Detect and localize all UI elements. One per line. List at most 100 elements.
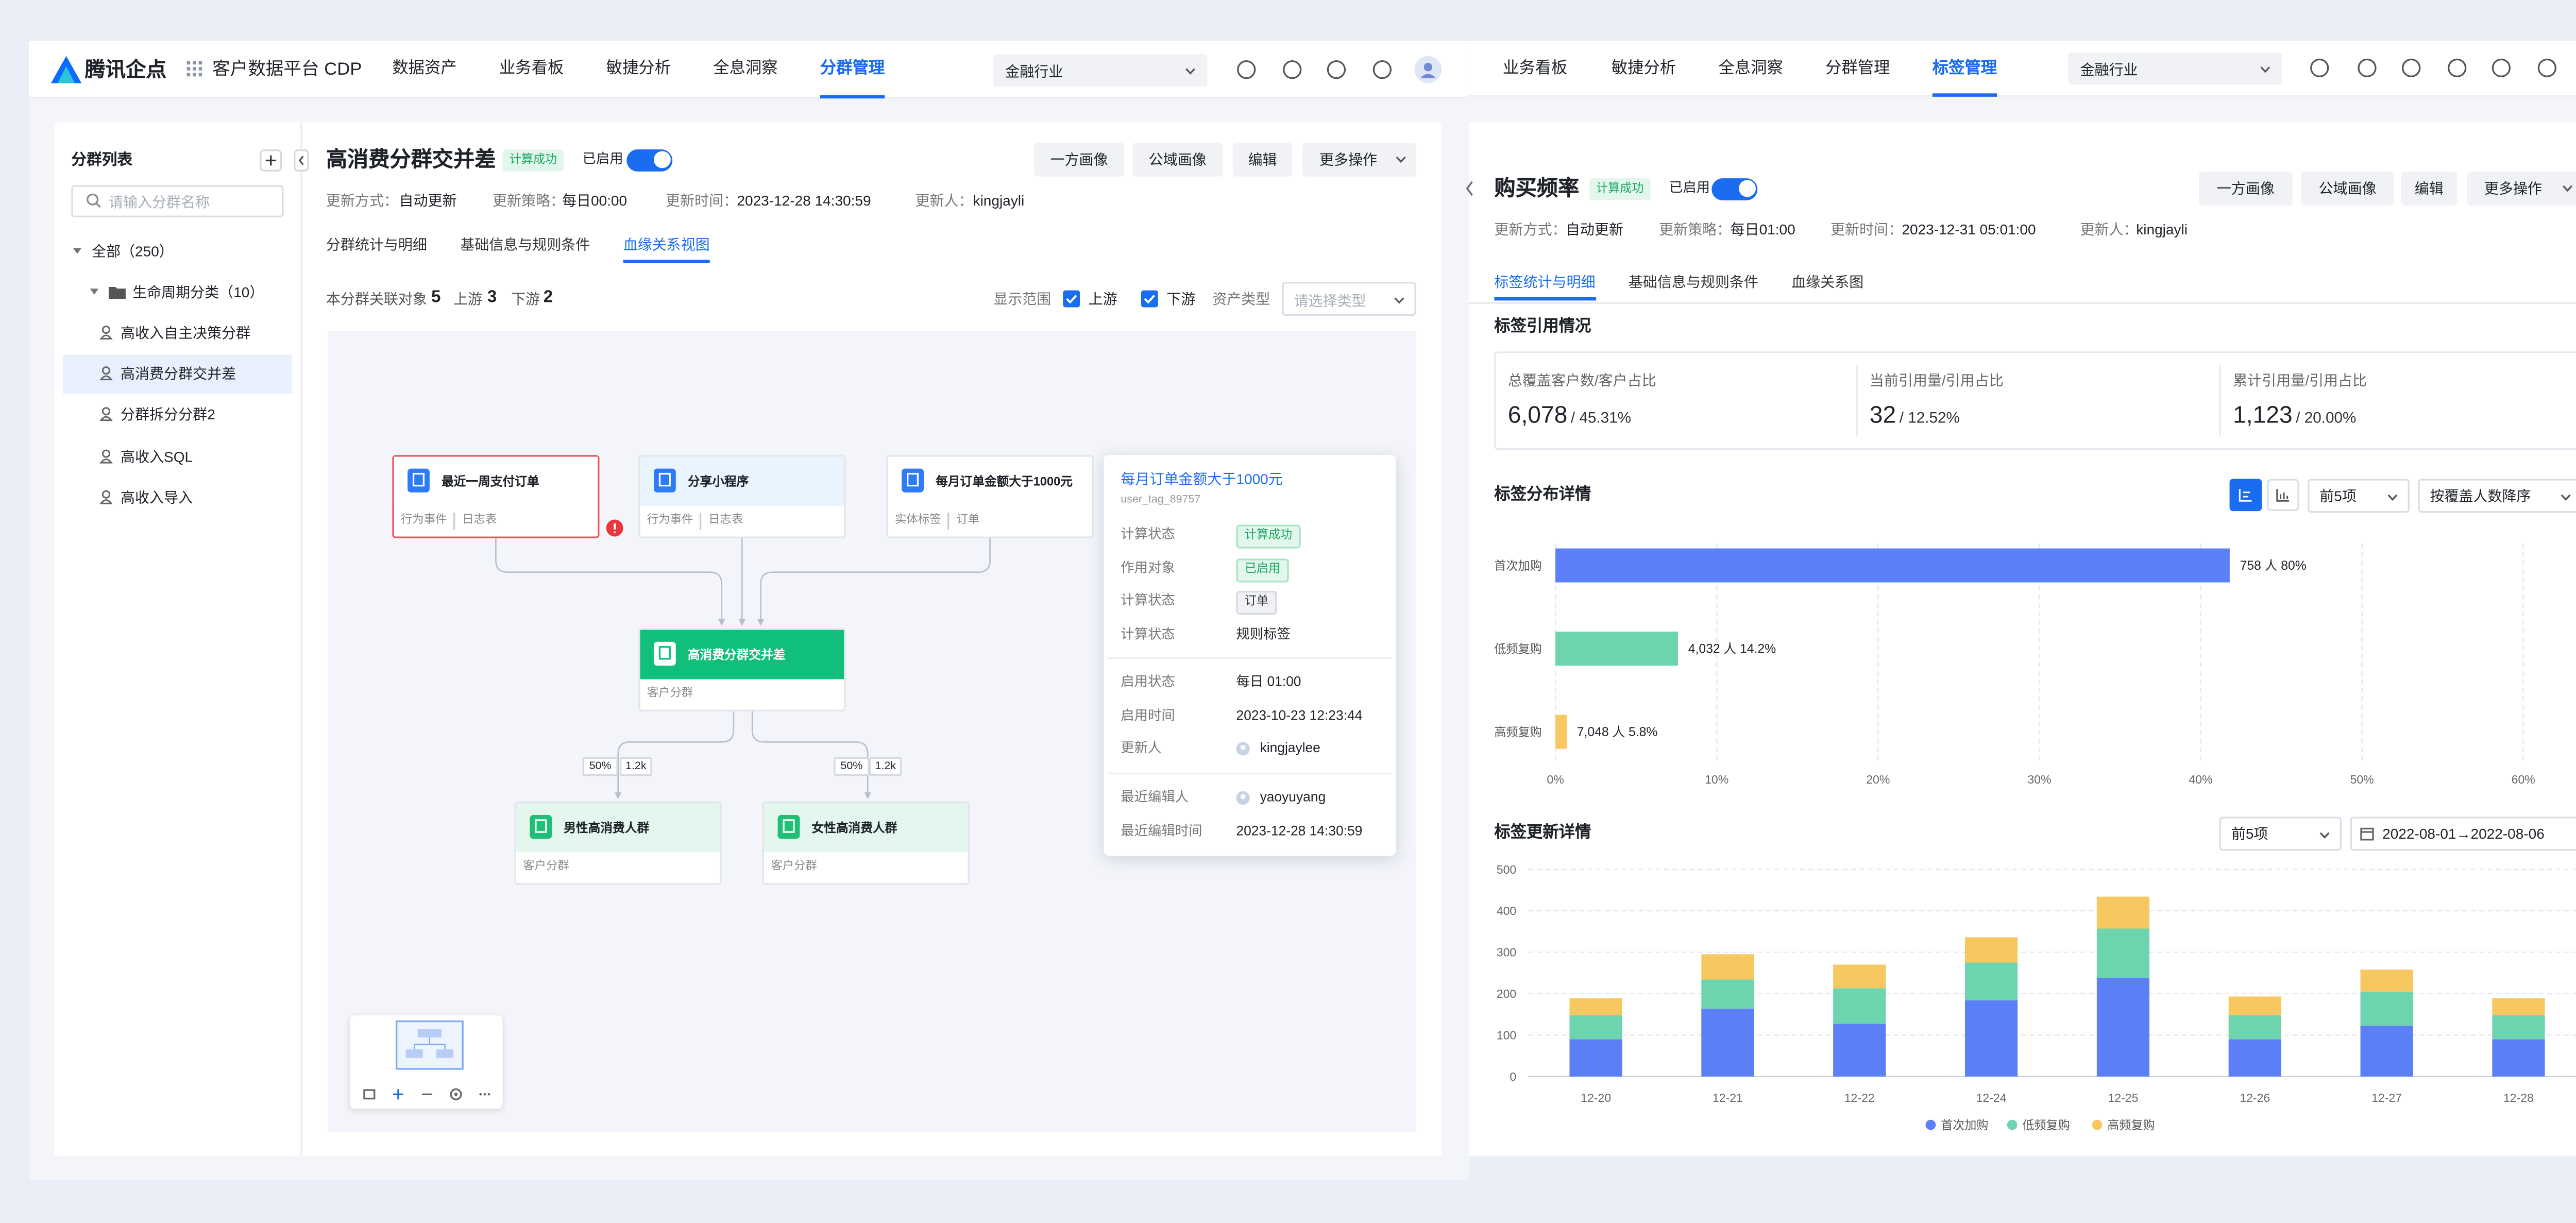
minimap-tool[interactable] (479, 1089, 490, 1100)
tab[interactable]: 标签统计与明细 (1494, 273, 1596, 291)
summary-total: 5 (431, 288, 441, 308)
tree-item[interactable]: 分群拆分分群2 (121, 405, 215, 423)
minimap-tool[interactable] (421, 1089, 433, 1100)
industry-select[interactable] (2068, 53, 2282, 85)
y-tick-label: 400 (1497, 904, 1516, 918)
search-box[interactable] (71, 185, 284, 217)
select[interactable] (2308, 479, 2410, 513)
meta-label: 更新人： (2080, 220, 2138, 238)
tree-group[interactable]: 生命周期分类（10） (132, 283, 264, 301)
nav-icon[interactable] (2491, 58, 2512, 78)
action-button[interactable]: 编辑 (2401, 171, 2458, 206)
meta-value: 2023-12-31 05:01:00 (1902, 220, 2036, 238)
node-icon (653, 641, 676, 666)
nav-icon[interactable] (2537, 58, 2557, 78)
date-range-value: 2022-08-01→2022-08-06 (2382, 825, 2545, 842)
stat-label: 累计引用量/引用占比 (2233, 371, 2367, 389)
minimap-tool[interactable] (450, 1088, 462, 1100)
popover-label: 计算状态 (1121, 626, 1175, 642)
select-value: 前5项 (2231, 825, 2268, 842)
tab[interactable]: 基础信息与规则条件 (1628, 273, 1758, 291)
edge-label: 50% (582, 757, 618, 776)
nav-icon[interactable] (1282, 59, 1302, 80)
nav-menu-item[interactable]: 全息洞察 (1718, 59, 1783, 78)
action-button[interactable]: 一方画像 (2199, 171, 2293, 206)
nav-menu-item[interactable]: 业务看板 (1502, 59, 1568, 78)
tab[interactable]: 分群统计与明细 (326, 236, 427, 253)
popover-id: user_tag_89757 (1121, 494, 1201, 506)
tree-item[interactable]: 高收入SQL (121, 448, 193, 466)
popover-label: 计算状态 (1121, 526, 1175, 542)
minimap-tool[interactable] (392, 1089, 404, 1100)
select[interactable] (2219, 817, 2342, 851)
tree-item[interactable]: 高收入自主决策分群 (121, 324, 251, 342)
add-button[interactable] (260, 149, 282, 172)
stats-card (1494, 351, 2576, 450)
brand: 腾讯企点 (84, 58, 167, 82)
meta-label: 更新时间： (1831, 220, 1903, 238)
summary-label: 本分群关联对象 (326, 290, 427, 308)
nav-menu-item[interactable]: 分群管理 (820, 59, 885, 78)
tabs-border (1468, 302, 2576, 304)
industry-value: 金融行业 (1005, 62, 1063, 79)
tree-root[interactable]: 全部（250） (91, 243, 174, 260)
folder-icon (108, 287, 126, 299)
legend-label: 低频复购 (2022, 1118, 2070, 1132)
nav-icon[interactable] (2447, 58, 2467, 78)
nav-menu-item[interactable]: 敏捷分析 (1611, 59, 1676, 78)
nav-menu-item[interactable]: 全息洞察 (713, 59, 778, 78)
nav-menu-item[interactable]: 业务看板 (499, 59, 564, 78)
checkbox[interactable] (1141, 290, 1158, 308)
checkbox[interactable] (1063, 290, 1080, 308)
nav-icon[interactable] (1372, 59, 1393, 80)
nav-icon[interactable] (2401, 58, 2421, 78)
nav-menu-item[interactable]: 数据资产 (392, 59, 457, 78)
nav-icon[interactable] (1326, 59, 1347, 80)
node-icon (530, 815, 552, 839)
action-button[interactable]: 编辑 (1232, 142, 1293, 177)
node-tags: 行为事件 日志表 (647, 513, 743, 530)
tab[interactable]: 血缘关系图 (1791, 273, 1864, 291)
type-select[interactable] (1282, 282, 1416, 316)
action-button[interactable]: 更多操作 (1302, 142, 1416, 177)
node-title: 最近一周支付订单 (441, 473, 539, 489)
tree-item[interactable]: 高收入导入 (121, 489, 193, 506)
nav-icon[interactable] (2309, 58, 2330, 78)
nav-icon[interactable] (2357, 58, 2378, 78)
stats-divider (1856, 365, 1858, 437)
action-button[interactable]: 一方画像 (1034, 142, 1124, 177)
collapse-button[interactable] (294, 149, 309, 172)
nav-menu-item[interactable]: 敏捷分析 (606, 59, 671, 78)
bar-segment (2228, 996, 2281, 1015)
node-tag: 日志表 (700, 513, 743, 530)
meta-value: 自动更新 (399, 192, 457, 209)
industry-select[interactable] (993, 54, 1208, 87)
tree-selected-bg (62, 354, 292, 394)
date-range[interactable] (2350, 817, 2576, 851)
action-button[interactable]: 公域画像 (2300, 171, 2395, 206)
bar-segment (1569, 998, 1622, 1015)
bar-segment (2360, 1025, 2413, 1077)
stat-value-row: 32/ 12.52% (1870, 401, 1960, 428)
tab[interactable]: 血缘关系视图 (623, 236, 710, 253)
node-tag: 客户分群 (647, 687, 693, 700)
nav-menu-item[interactable]: 标签管理 (1932, 59, 1997, 78)
view-toggle[interactable] (2229, 479, 2262, 512)
action-button[interactable]: 更多操作 (2467, 171, 2576, 206)
popover-label: 最近编辑人 (1121, 789, 1189, 805)
minimap-tool[interactable] (363, 1089, 376, 1100)
view-toggle[interactable] (2267, 479, 2299, 512)
bar-annotation: 4,032 人 14.2% (1688, 642, 1776, 656)
x-tick-label: 10% (1705, 773, 1728, 786)
tab[interactable]: 基础信息与规则条件 (460, 236, 590, 253)
select[interactable] (2418, 479, 2576, 513)
collapse-button[interactable] (1464, 178, 1476, 199)
action-button[interactable]: 公域画像 (1132, 142, 1223, 177)
bar-segment (2096, 928, 2150, 978)
avatar[interactable] (1414, 56, 1442, 83)
stat-value-row: 1,123/ 20.00% (2233, 401, 2356, 428)
nav-icon[interactable] (1236, 59, 1257, 80)
nav-menu-item[interactable]: 分群管理 (1825, 59, 1890, 78)
tree-item[interactable]: 高消费分群交并差 (121, 365, 236, 382)
status-tag: 计算成功 (502, 148, 564, 171)
